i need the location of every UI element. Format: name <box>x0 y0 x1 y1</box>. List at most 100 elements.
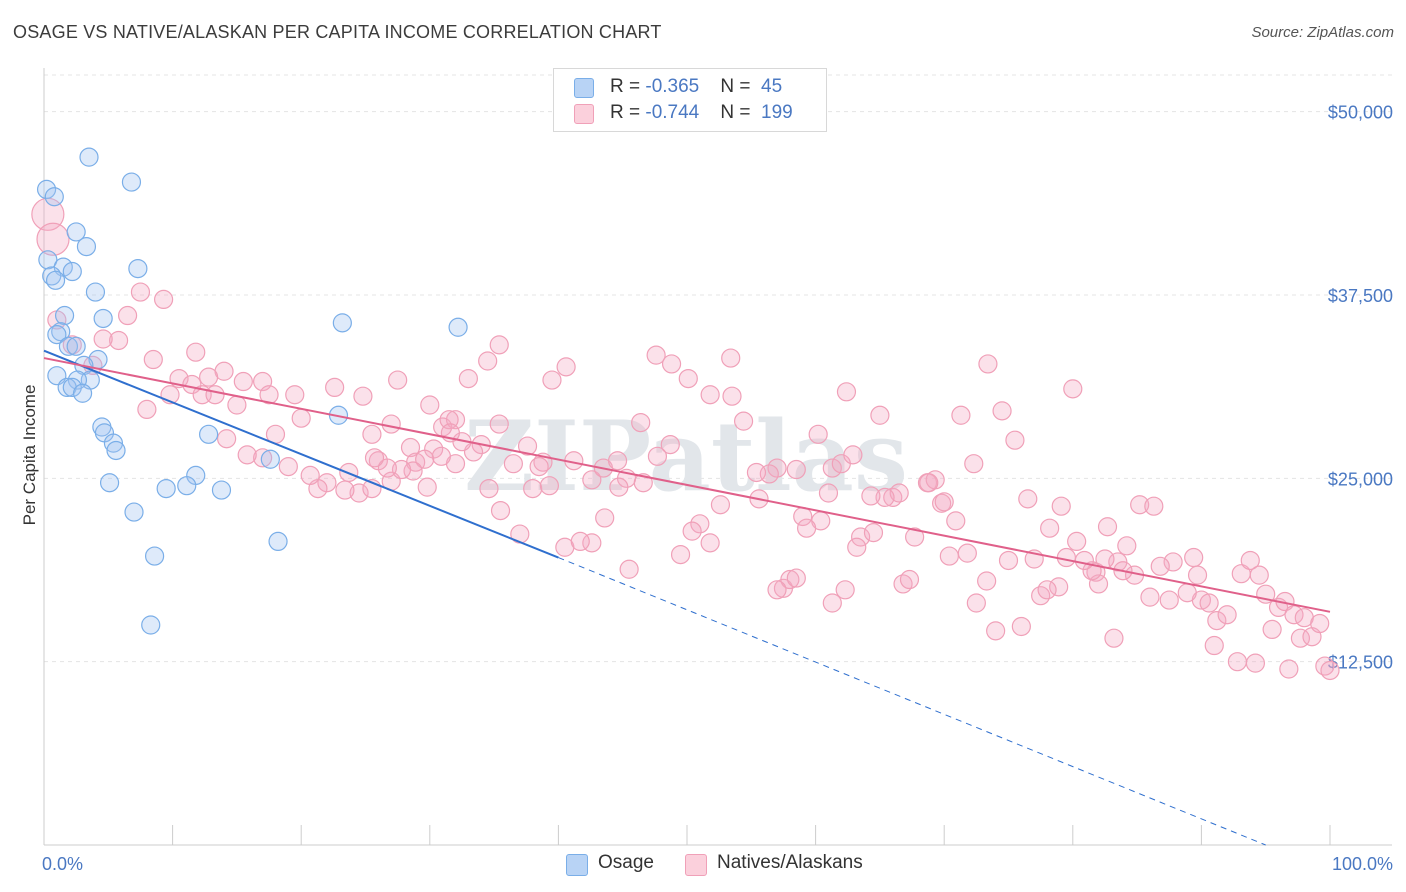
natives-point <box>905 527 925 547</box>
natives-point <box>1207 610 1227 631</box>
osage-point <box>66 222 86 242</box>
osage-point <box>47 325 67 345</box>
natives-point <box>836 382 857 402</box>
natives-point <box>977 571 997 591</box>
legend: R = -0.365 N = 45 R = -0.744 N = 199 <box>553 68 827 132</box>
natives-point <box>647 446 668 466</box>
osage-point <box>38 250 58 270</box>
natives-point <box>978 354 998 374</box>
osage-point <box>199 424 219 444</box>
legend-n-value: 199 <box>761 102 793 123</box>
natives-point <box>1199 593 1219 613</box>
bottom-legend-label: Osage <box>598 852 654 873</box>
legend-n-value: 45 <box>761 76 783 97</box>
natives-point <box>539 476 559 496</box>
natives-point <box>660 435 680 455</box>
natives-point <box>1018 489 1038 509</box>
natives-point <box>1240 550 1260 571</box>
natives-point <box>964 454 984 474</box>
natives-point <box>237 445 257 465</box>
legend-r-value: -0.744 <box>645 102 700 123</box>
natives-point <box>478 351 498 371</box>
natives-point <box>325 377 345 397</box>
natives-point <box>153 289 174 309</box>
natives-point <box>1187 565 1208 585</box>
natives-point <box>796 518 817 538</box>
osage-point <box>124 502 144 522</box>
natives-point <box>490 501 511 521</box>
osage-point <box>72 383 93 403</box>
natives-point <box>951 405 971 425</box>
natives-point <box>199 367 219 387</box>
natives-point <box>808 424 828 444</box>
osage-trend-line <box>43 349 559 559</box>
natives-points <box>31 197 1340 681</box>
natives-point <box>291 408 311 428</box>
osage-point <box>58 336 79 356</box>
natives-point <box>517 436 538 456</box>
natives-point <box>1279 659 1299 679</box>
natives-point <box>364 448 385 468</box>
natives-point <box>1037 580 1057 600</box>
osage-point <box>85 282 106 302</box>
natives-point <box>786 459 806 480</box>
natives-point <box>253 448 273 468</box>
osage-point <box>144 546 165 566</box>
y-axis-label: Per Capita Income <box>20 385 39 526</box>
legend-n-label: N = <box>720 102 756 123</box>
natives-point <box>700 385 720 405</box>
natives-point <box>847 537 867 557</box>
natives-point <box>415 449 435 469</box>
natives-point <box>822 593 842 613</box>
natives-point <box>822 458 842 478</box>
natives-point <box>722 386 742 406</box>
bottom-legend-label: Natives/Alaskans <box>717 852 863 873</box>
natives-point <box>767 458 787 478</box>
osage-point <box>141 615 161 635</box>
legend-r-value: -0.365 <box>645 76 700 97</box>
natives-point <box>875 487 895 507</box>
x-tick-label: 0.0% <box>42 854 83 874</box>
natives-point <box>934 492 954 512</box>
natives-point <box>570 531 590 552</box>
natives-point <box>479 479 499 499</box>
natives-point <box>349 483 369 503</box>
legend-n-label: N = <box>720 76 756 97</box>
natives-point <box>1074 550 1094 571</box>
natives-point <box>1227 652 1248 672</box>
natives-point <box>93 329 113 349</box>
natives-point <box>1245 653 1266 673</box>
natives-point <box>582 470 602 490</box>
natives-point <box>595 508 615 528</box>
natives-point <box>381 414 401 434</box>
natives-point <box>130 282 151 302</box>
natives-point <box>786 568 806 588</box>
natives-point <box>670 544 691 565</box>
natives-point <box>889 483 909 503</box>
natives-point <box>278 457 298 477</box>
natives-point <box>957 543 977 563</box>
y-tick-label: $25,000 <box>1328 469 1393 489</box>
tick-labels: $12,500 $25,000 $37,500 $50,000 0.0% 100.0% <box>42 103 1393 874</box>
osage-point <box>36 179 57 199</box>
natives-point <box>1310 613 1330 634</box>
natives-point <box>661 354 682 374</box>
osage-point <box>128 259 148 279</box>
natives-point <box>1249 565 1269 585</box>
chart-title: OSAGE VS NATIVE/ALASKAN PER CAPITA INCOM… <box>13 22 662 42</box>
natives-point <box>607 451 628 471</box>
osage-point <box>62 261 82 282</box>
osage-point <box>332 313 352 333</box>
osage-point <box>62 377 82 397</box>
natives-point <box>619 559 639 579</box>
y-tick-label: $12,500 <box>1328 653 1393 673</box>
natives-point <box>542 370 562 390</box>
natives-point <box>143 349 163 370</box>
osage-trend-extension <box>558 557 1266 846</box>
natives-point <box>1163 552 1183 572</box>
natives-point <box>259 385 279 405</box>
natives-point <box>700 533 720 553</box>
natives-point <box>1117 536 1137 556</box>
natives-point <box>835 580 855 600</box>
